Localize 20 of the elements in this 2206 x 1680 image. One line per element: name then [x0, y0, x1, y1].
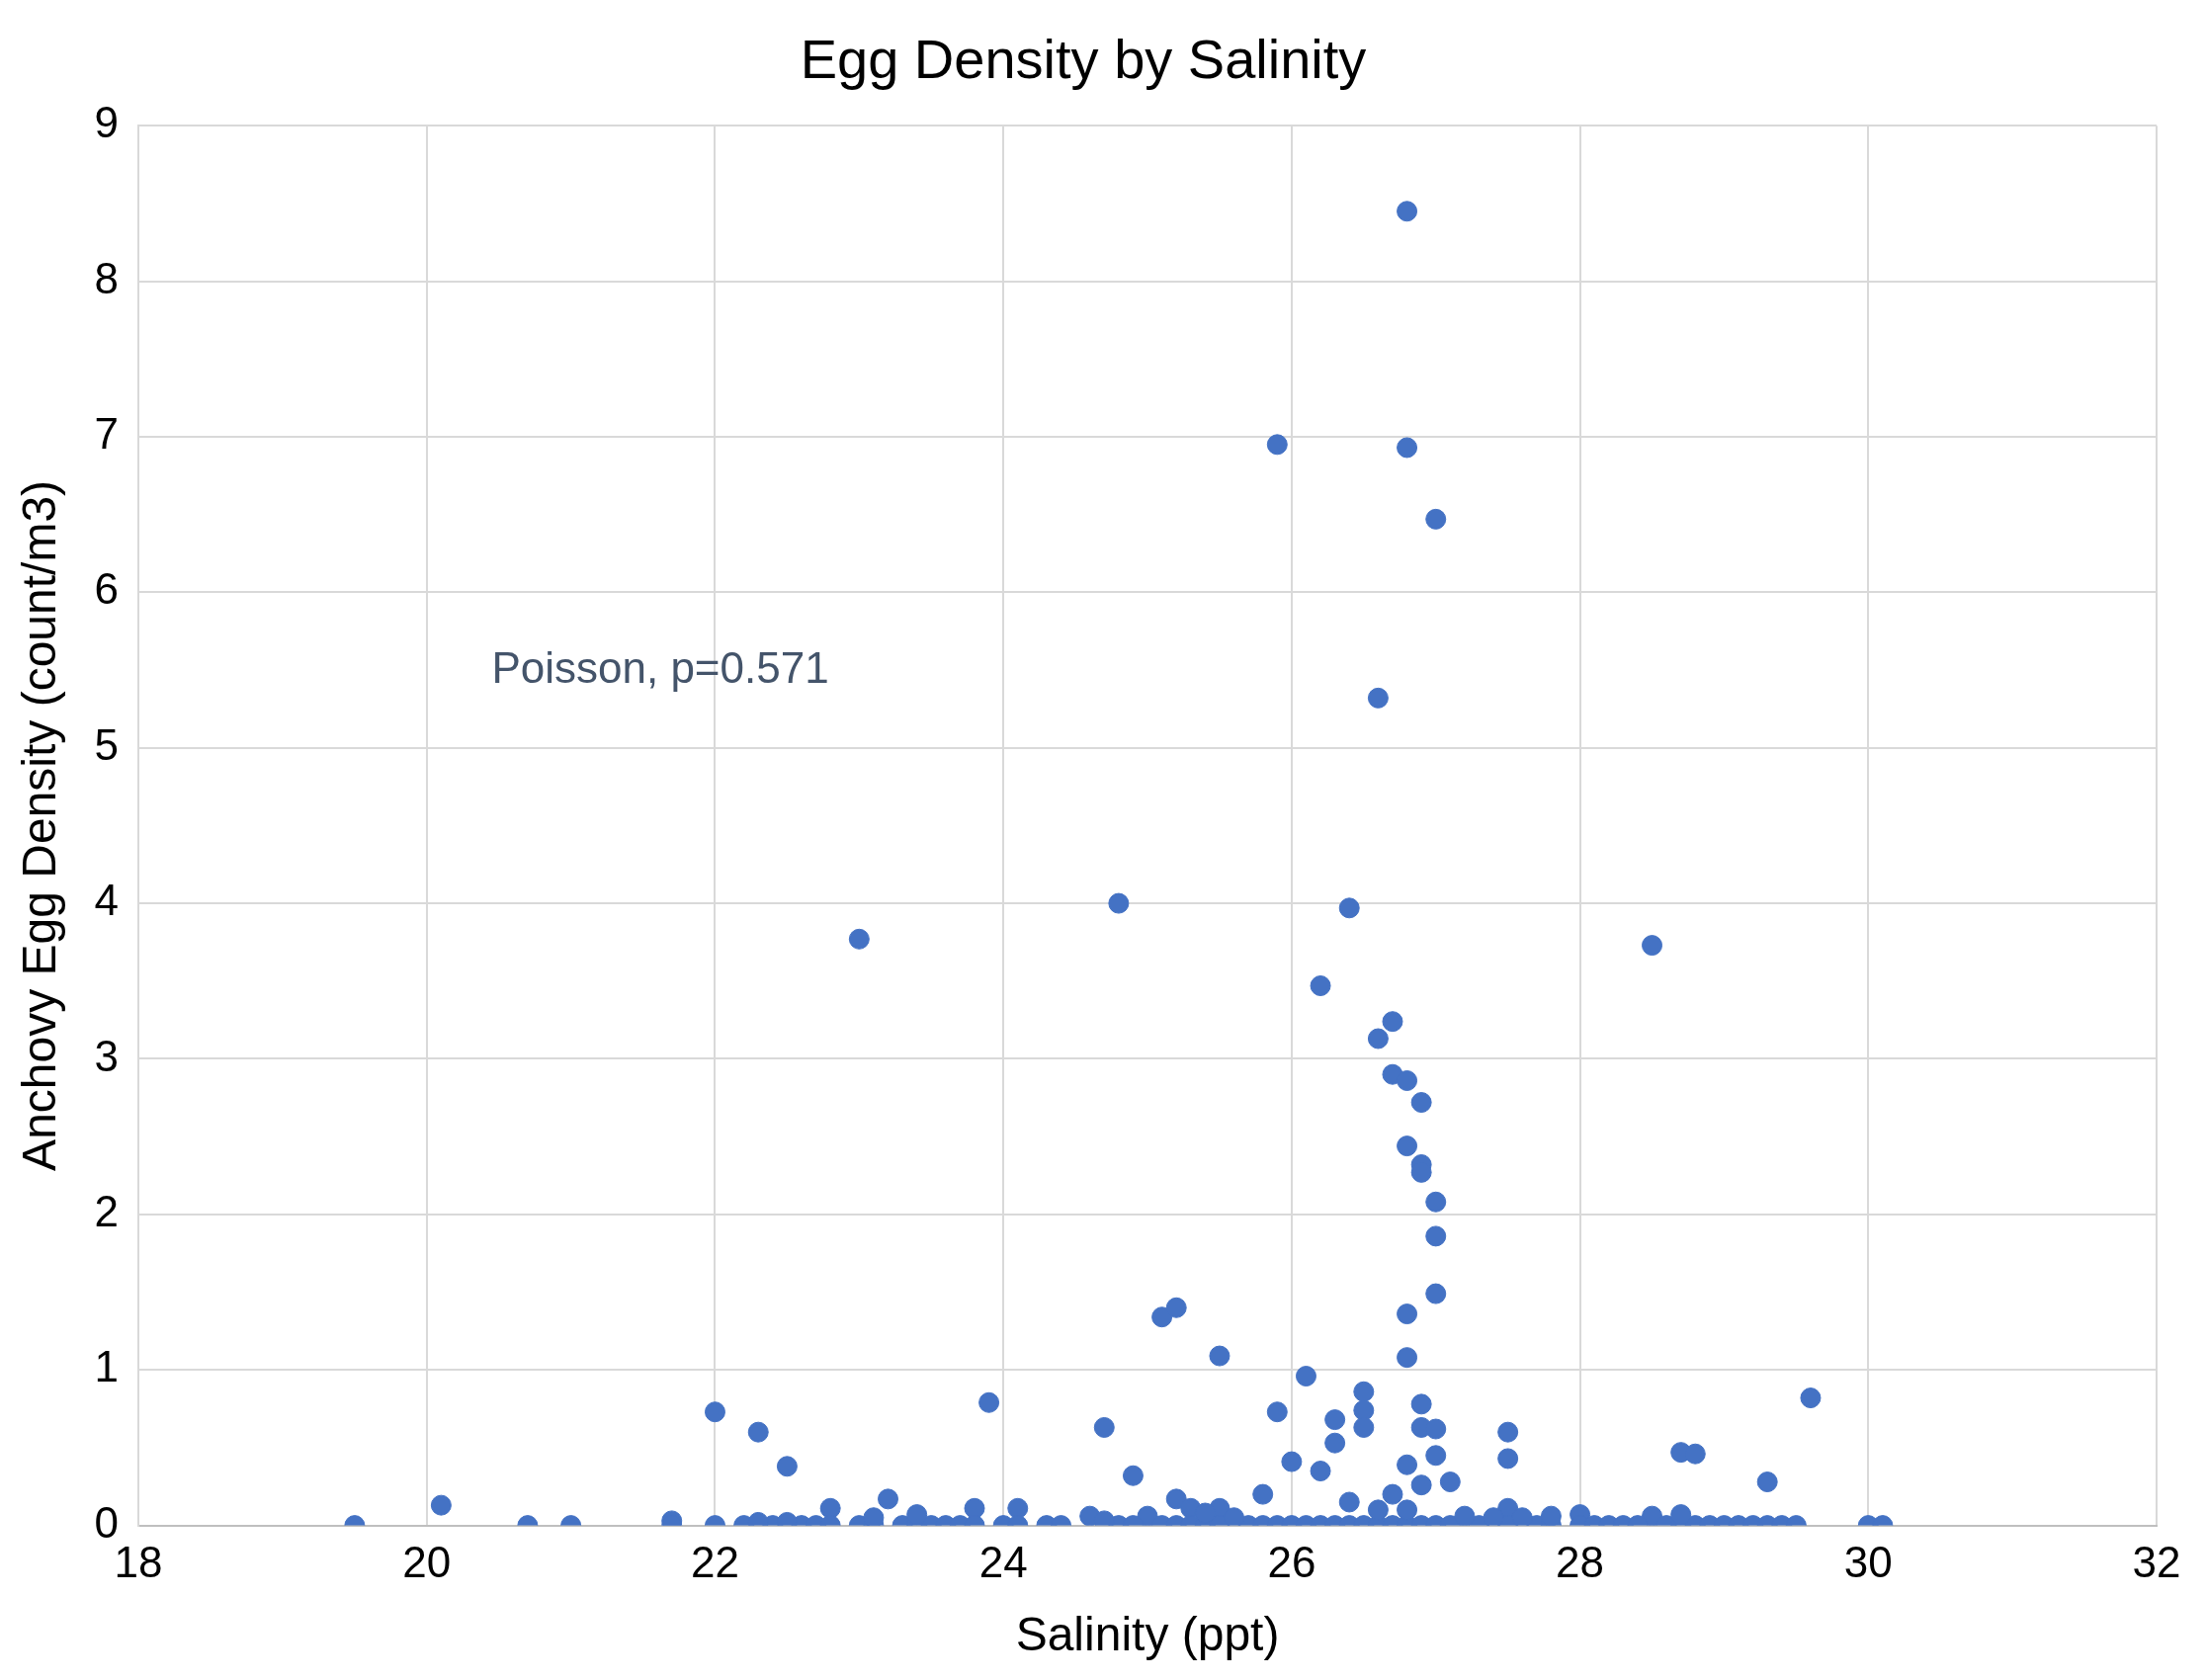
x-tick-label: 30 — [1843, 1538, 1893, 1587]
y-tick-label: 8 — [94, 253, 120, 302]
y-tick-label: 3 — [94, 1031, 120, 1080]
x-axis-title: Salinity (ppt) — [1015, 1608, 1280, 1661]
y-tick-label: 1 — [94, 1342, 120, 1391]
y-tick-label: 9 — [94, 98, 120, 147]
x-tick-label: 32 — [2132, 1538, 2181, 1587]
chart-title: Egg Density by Salinity — [800, 28, 1367, 91]
y-tick-label: 2 — [94, 1186, 120, 1235]
x-tick-label: 24 — [978, 1538, 1028, 1587]
y-tick-label: 7 — [94, 409, 120, 459]
y-axis-title: Anchovy Egg Density (count/m3) — [13, 479, 66, 1171]
annotation: Poisson, p=0.571 — [491, 643, 829, 694]
x-tick-label: 20 — [402, 1538, 452, 1587]
y-tick-label: 6 — [94, 564, 120, 614]
x-tick-label: 28 — [1556, 1538, 1605, 1587]
x-tick-label: 26 — [1267, 1538, 1316, 1587]
y-tick-label: 4 — [94, 876, 120, 925]
y-tick-label: 5 — [94, 719, 120, 769]
x-tick-label: 22 — [691, 1538, 739, 1587]
